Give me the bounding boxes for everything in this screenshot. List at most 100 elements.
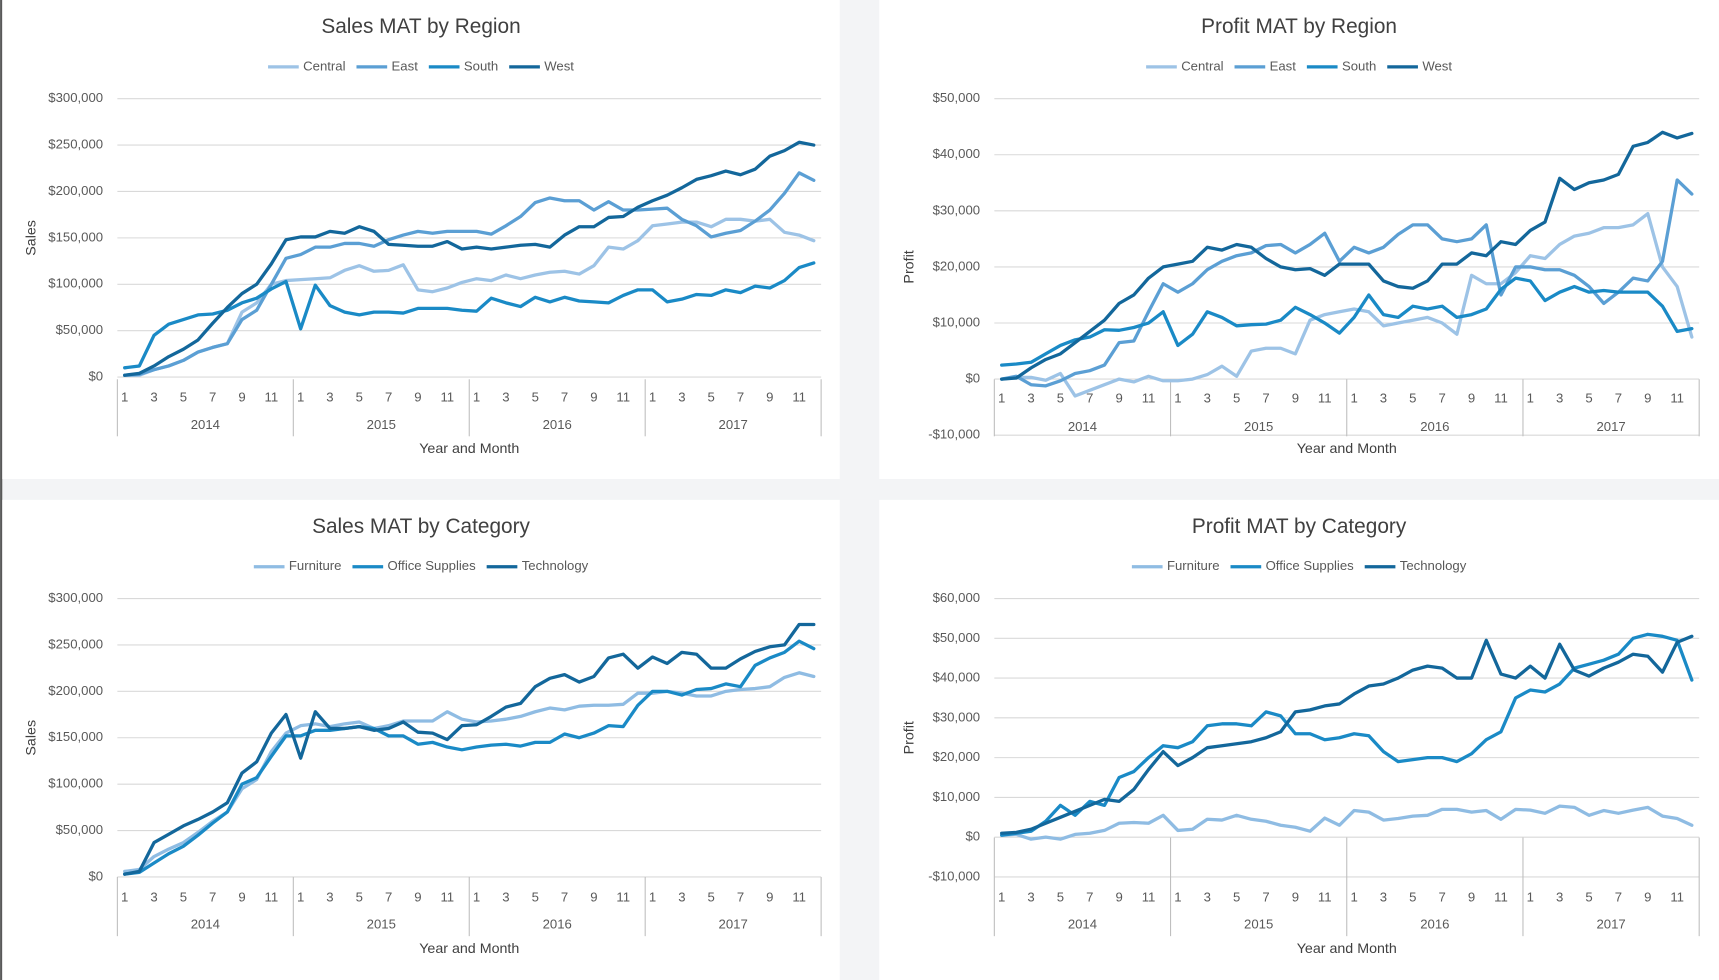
y-axis-title: Sales <box>24 220 40 256</box>
x-tick-label: 5 <box>1409 390 1416 405</box>
x-tick-label: 7 <box>209 389 216 404</box>
legend-label: Office Supplies <box>1266 558 1355 573</box>
x-tick-label: 5 <box>532 389 539 404</box>
series-line <box>1000 632 1694 837</box>
legend: Furniture Office Supplies Technology <box>253 558 589 573</box>
y-tick-label: $50,000 <box>56 322 104 337</box>
x-tick-label: 11 <box>1318 889 1332 904</box>
x-tick-label: 11 <box>1670 889 1684 904</box>
y-tick-label: $100,000 <box>48 776 103 791</box>
series-line <box>123 261 816 370</box>
legend-label: Furniture <box>289 558 342 573</box>
y-tick-label: $250,000 <box>48 137 103 152</box>
x-tick-label: 11 <box>1494 889 1508 904</box>
x-tick-label: 9 <box>414 389 421 404</box>
year-label: 2015 <box>1244 419 1273 434</box>
legend: Central East South West <box>1146 58 1452 73</box>
x-tick-label: 1 <box>1527 390 1534 405</box>
x-tick-label: 3 <box>326 889 333 904</box>
x-axis-title: Year and Month <box>419 441 519 457</box>
year-label: 2016 <box>1420 419 1449 434</box>
x-tick-label: 9 <box>414 889 421 904</box>
x-tick-label: 11 <box>440 889 454 904</box>
x-tick-label: 11 <box>1670 390 1684 405</box>
y-tick-label: $20,000 <box>933 258 981 273</box>
x-tick-label: 7 <box>1262 889 1269 904</box>
x-tick-label: 9 <box>1644 889 1651 904</box>
x-tick-label: 1 <box>998 390 1005 405</box>
x-tick-label: 7 <box>1615 390 1622 405</box>
x-tick-label: 11 <box>1142 889 1156 904</box>
x-tick-label: 3 <box>1380 390 1387 405</box>
x-tick-label: 5 <box>1057 390 1064 405</box>
y-tick-label: $150,000 <box>48 729 103 744</box>
chart-title: Profit MAT by Category <box>1192 515 1407 538</box>
series-line <box>1000 804 1694 841</box>
x-tick-label: 7 <box>737 389 744 404</box>
x-tick-label: 9 <box>1115 390 1122 405</box>
y-tick-label: $50,000 <box>933 630 981 645</box>
y-tick-label: $40,000 <box>933 146 981 161</box>
x-tick-label: 7 <box>561 389 568 404</box>
x-tick-label: 7 <box>209 889 216 904</box>
series-line <box>123 217 816 377</box>
x-tick-label: 7 <box>1086 390 1093 405</box>
x-tick-label: 9 <box>238 889 245 904</box>
x-tick-label: 3 <box>502 389 509 404</box>
x-tick-label: 11 <box>792 389 806 404</box>
x-tick-label: 9 <box>1468 390 1475 405</box>
y-tick-label: -$10,000 <box>928 427 980 442</box>
x-tick-label: 3 <box>678 889 685 904</box>
y-axis-title: Profit <box>902 721 918 754</box>
y-tick-label: $50,000 <box>56 822 104 837</box>
legend-label: South <box>1342 58 1376 73</box>
series-line <box>123 671 816 874</box>
y-tick-label: $200,000 <box>48 683 103 698</box>
chart-title: Sales MAT by Region <box>321 15 520 38</box>
x-tick-label: 11 <box>1494 390 1508 405</box>
year-label: 2017 <box>1596 917 1625 932</box>
series-line <box>1000 178 1694 388</box>
chart-panel <box>879 499 1719 980</box>
x-tick-label: 9 <box>1468 889 1475 904</box>
x-tick-label: 3 <box>326 389 333 404</box>
x-tick-label: 11 <box>265 889 279 904</box>
x-tick-label: 3 <box>150 889 157 904</box>
legend-label: West <box>1422 58 1452 73</box>
y-tick-label: $60,000 <box>933 590 981 605</box>
x-tick-label: 1 <box>473 889 480 904</box>
legend: Furniture Office Supplies Technology <box>1131 558 1467 573</box>
x-tick-label: 1 <box>1174 889 1181 904</box>
x-tick-label: 5 <box>356 889 363 904</box>
x-tick-label: 1 <box>1350 390 1357 405</box>
x-tick-label: 9 <box>766 389 773 404</box>
legend-label: Technology <box>522 558 589 573</box>
series-line <box>1000 211 1694 398</box>
year-label: 2014 <box>191 417 220 432</box>
chart-title: Profit MAT by Region <box>1201 15 1397 38</box>
year-label: 2015 <box>1244 917 1273 932</box>
y-tick-label: $50,000 <box>933 90 981 105</box>
x-tick-label: 11 <box>616 389 630 404</box>
year-label: 2015 <box>367 917 396 932</box>
x-axis-title: Year and Month <box>1297 441 1397 457</box>
year-label: 2014 <box>1068 419 1097 434</box>
series-line <box>123 140 816 377</box>
x-tick-label: 7 <box>1439 390 1446 405</box>
window-edge <box>0 0 3 980</box>
y-tick-label: $20,000 <box>933 749 981 764</box>
x-tick-label: 9 <box>1115 889 1122 904</box>
y-tick-label: $300,000 <box>48 90 103 105</box>
legend-label: Technology <box>1400 558 1467 573</box>
legend-label: Office Supplies <box>388 558 477 573</box>
series-line <box>1000 276 1694 367</box>
y-tick-label: -$10,000 <box>928 868 980 883</box>
x-tick-label: 11 <box>440 389 454 404</box>
x-tick-label: 7 <box>1615 889 1622 904</box>
x-tick-label: 9 <box>1644 390 1651 405</box>
chart-title: Sales MAT by Category <box>312 515 530 538</box>
year-label: 2017 <box>719 417 748 432</box>
x-tick-label: 7 <box>561 889 568 904</box>
x-tick-label: 11 <box>1318 390 1332 405</box>
